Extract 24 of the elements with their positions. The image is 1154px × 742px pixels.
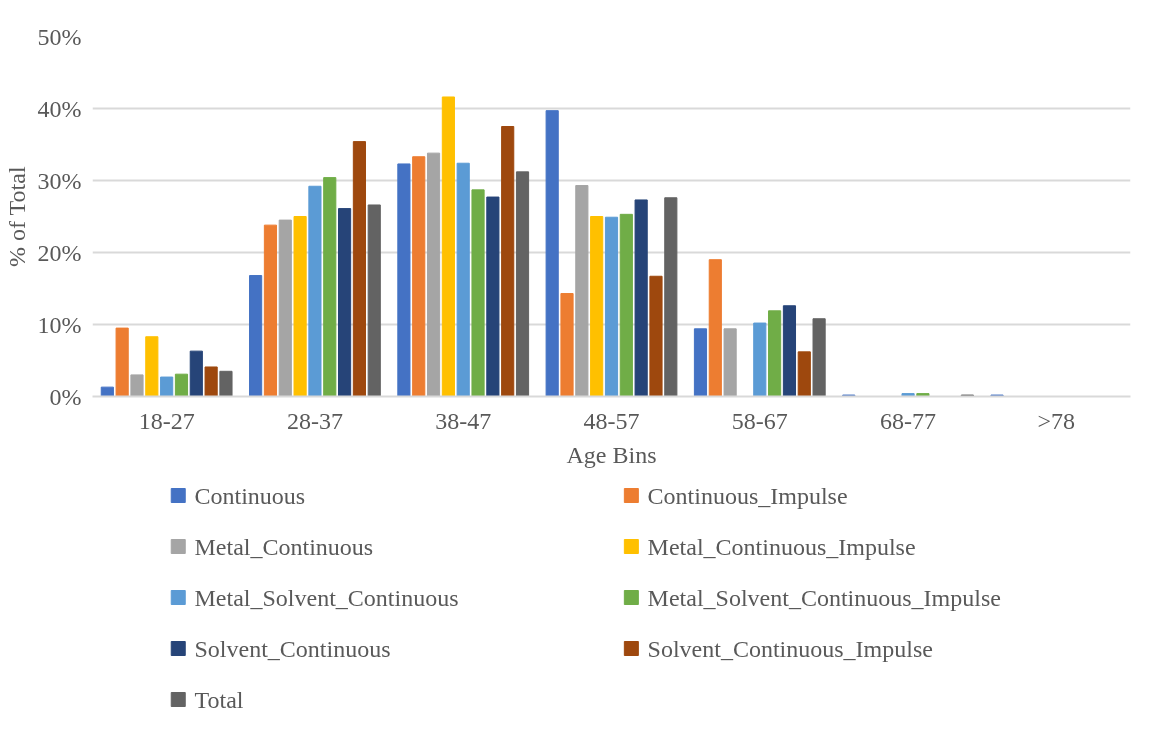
legend-label: Continuous [194,482,306,509]
x-tick-label: 38-47 [435,407,492,434]
legend-label: Total [194,686,244,713]
y-tick-label: 0% [49,383,82,410]
x-tick-label: 48-57 [583,407,640,434]
x-tick-label: 18-27 [138,407,195,434]
y-tick-label: 30% [37,167,82,194]
y-axis-title: % of Total [3,166,30,267]
legend-label: Metal_Continuous_Impulse [647,533,916,560]
legend-label: Continuous_Impulse [647,482,848,509]
x-axis-title: Age Bins [566,441,657,468]
x-tick-label: >78 [1037,407,1076,434]
legend-label: Metal_Solvent_Continuous [194,584,459,611]
legend-label: Metal_Solvent_Continuous_Impulse [647,584,1001,611]
y-tick-label: 20% [37,239,82,266]
y-tick-label: 10% [37,311,82,338]
x-tick-label: 68-77 [880,407,937,434]
legend-label: Solvent_Continuous_Impulse [647,635,933,662]
y-tick-label: 50% [37,23,82,50]
y-tick-label: 40% [37,95,82,122]
legend-label: Solvent_Continuous [194,635,391,662]
legend-label: Metal_Continuous [194,533,374,560]
x-tick-label: 58-67 [731,407,788,434]
x-tick-label: 28-37 [286,407,343,434]
